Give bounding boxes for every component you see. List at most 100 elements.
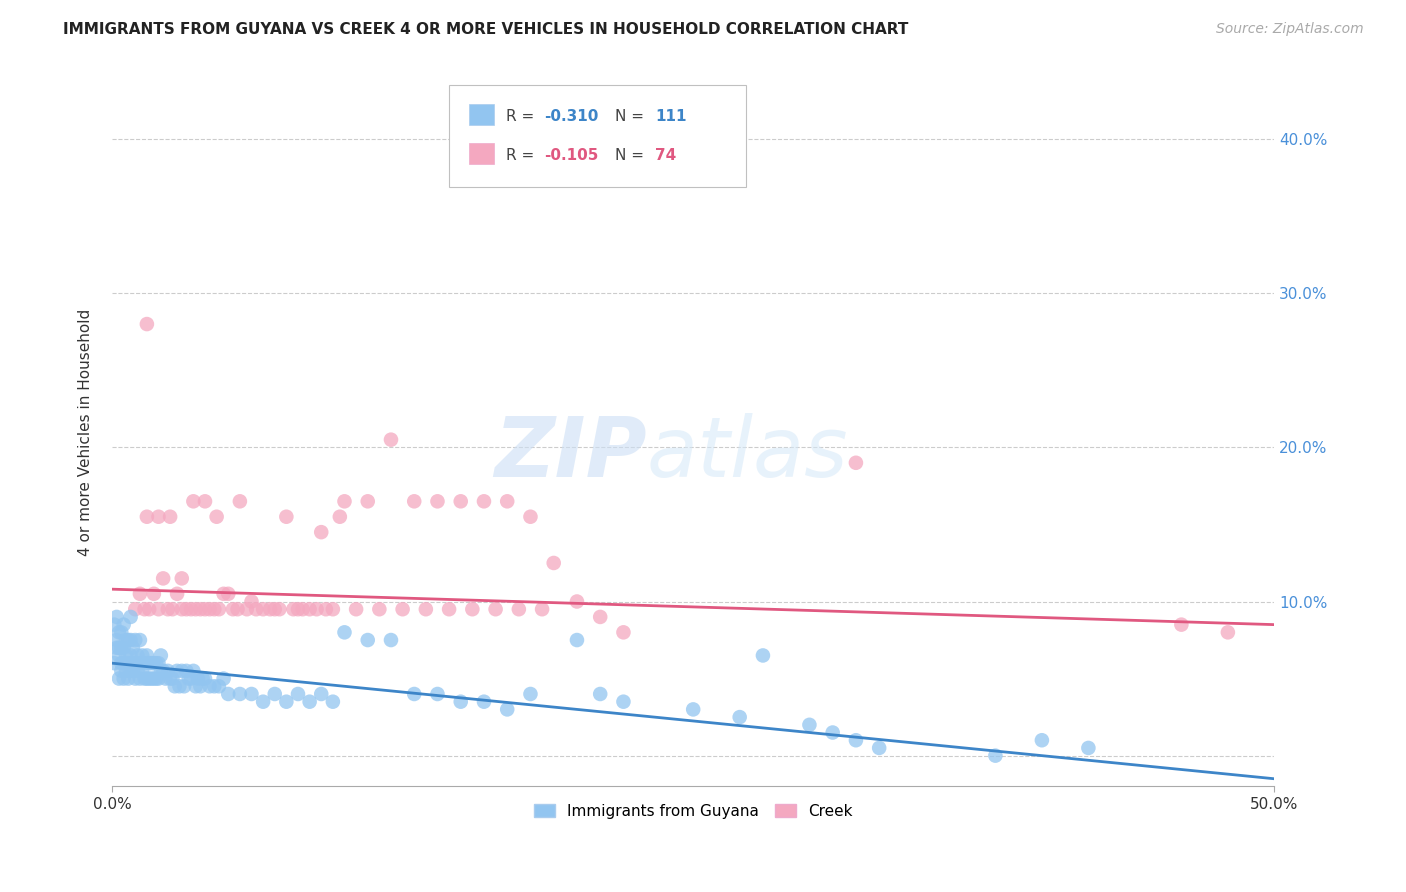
Point: [148, 656, 170, 670]
Point: [149, 664, 172, 678]
Point: [191, 672, 214, 686]
Point: [612, 625, 634, 640]
Point: [159, 509, 181, 524]
Point: [108, 672, 131, 686]
Point: [120, 648, 142, 663]
Point: [134, 602, 156, 616]
Point: [124, 672, 146, 686]
Point: [276, 695, 298, 709]
Point: [183, 664, 205, 678]
Point: [170, 602, 193, 616]
Point: [322, 602, 344, 616]
Point: [117, 672, 139, 686]
Point: [108, 625, 131, 640]
Text: -0.105: -0.105: [544, 148, 599, 163]
Point: [142, 656, 165, 670]
Point: [589, 687, 612, 701]
Point: [155, 672, 177, 686]
Point: [222, 602, 245, 616]
Point: [184, 679, 207, 693]
Point: [1170, 617, 1192, 632]
Point: [484, 602, 506, 616]
Point: [357, 494, 380, 508]
Point: [283, 602, 305, 616]
Point: [404, 494, 426, 508]
Point: [333, 625, 356, 640]
Point: [245, 602, 267, 616]
Point: [115, 633, 138, 648]
Point: [115, 648, 138, 663]
Text: 74: 74: [655, 148, 676, 163]
Point: [148, 509, 170, 524]
Point: [112, 640, 135, 655]
Point: [117, 656, 139, 670]
Point: [333, 494, 356, 508]
Point: [108, 648, 131, 663]
Point: [315, 602, 337, 616]
Point: [263, 687, 285, 701]
Point: [166, 664, 188, 678]
Point: [868, 740, 890, 755]
Point: [183, 494, 205, 508]
Point: [202, 679, 225, 693]
Point: [472, 494, 495, 508]
Point: [226, 602, 249, 616]
Point: [166, 587, 188, 601]
Point: [103, 656, 125, 670]
Point: [519, 509, 541, 524]
Text: IMMIGRANTS FROM GUYANA VS CREEK 4 OR MORE VEHICLES IN HOUSEHOLD CORRELATION CHAR: IMMIGRANTS FROM GUYANA VS CREEK 4 OR MOR…: [63, 22, 908, 37]
Point: [217, 687, 239, 701]
Point: [309, 687, 332, 701]
Point: [129, 633, 152, 648]
Point: [309, 525, 332, 540]
Point: [141, 656, 163, 670]
Point: [426, 494, 449, 508]
Point: [135, 317, 157, 331]
Point: [212, 587, 235, 601]
Point: [149, 648, 172, 663]
Point: [208, 679, 231, 693]
Point: [298, 695, 321, 709]
Point: [368, 602, 391, 616]
Point: [415, 602, 437, 616]
Point: [240, 594, 263, 608]
Text: -0.310: -0.310: [544, 109, 599, 124]
Point: [329, 509, 352, 524]
Point: [437, 602, 460, 616]
Point: [142, 672, 165, 686]
Point: [190, 602, 212, 616]
Point: [134, 656, 156, 670]
Point: [115, 664, 138, 678]
Point: [269, 602, 291, 616]
Point: [170, 571, 193, 585]
Point: [205, 509, 228, 524]
Point: [122, 640, 145, 655]
Point: [461, 602, 484, 616]
Point: [845, 733, 868, 747]
Point: [728, 710, 751, 724]
Point: [129, 587, 152, 601]
Point: [565, 633, 588, 648]
Point: [127, 648, 149, 663]
Point: [180, 672, 202, 686]
Point: [124, 602, 146, 616]
FancyBboxPatch shape: [468, 143, 495, 164]
Point: [176, 602, 198, 616]
Point: [170, 664, 193, 678]
Point: [984, 748, 1007, 763]
Point: [127, 664, 149, 678]
Point: [145, 656, 167, 670]
Point: [156, 664, 179, 678]
Point: [105, 610, 128, 624]
Point: [152, 571, 174, 585]
Point: [752, 648, 775, 663]
Point: [531, 602, 554, 616]
Point: [112, 672, 135, 686]
Point: [110, 656, 132, 670]
Point: [122, 664, 145, 678]
Point: [252, 602, 274, 616]
Point: [145, 672, 167, 686]
Point: [124, 633, 146, 648]
Point: [134, 672, 156, 686]
Point: [229, 687, 252, 701]
